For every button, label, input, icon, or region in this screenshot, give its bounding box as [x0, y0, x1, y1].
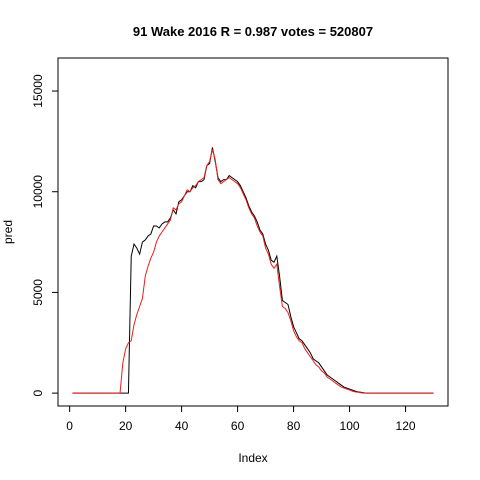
- x-tick-label: 80: [287, 419, 301, 433]
- plot-frame: [57, 57, 449, 407]
- y-tick-label: 15000: [31, 74, 45, 108]
- x-tick-label: 60: [231, 419, 245, 433]
- x-tick-label: 40: [175, 419, 189, 433]
- x-tick-label: 20: [119, 419, 133, 433]
- series-line: [72, 147, 434, 394]
- x-tick-label: 0: [66, 419, 73, 433]
- chart-title: 91 Wake 2016 R = 0.987 votes = 520807: [133, 24, 373, 39]
- y-tick-label: 10000: [31, 175, 45, 209]
- x-tick-label: 100: [340, 419, 360, 433]
- y-tick-label: 5000: [31, 279, 45, 306]
- series-line: [72, 149, 434, 394]
- x-tick-label: 120: [396, 419, 416, 433]
- x-axis-label: Index: [238, 451, 267, 465]
- y-axis-label: pred: [1, 220, 15, 244]
- y-tick-label: 0: [31, 389, 45, 396]
